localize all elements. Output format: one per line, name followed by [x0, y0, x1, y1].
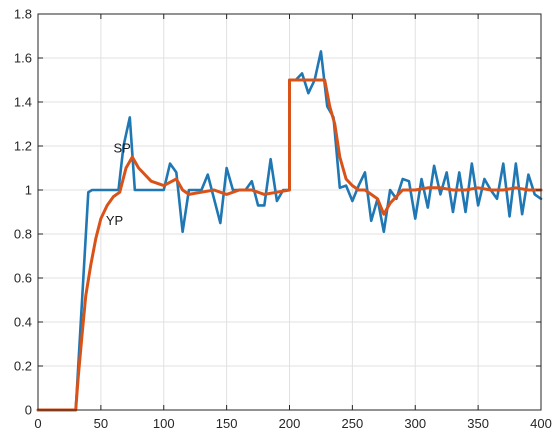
series-line-2 [36, 78, 543, 412]
annotation-label: YP [106, 213, 123, 228]
y-tick-label: 1.4 [14, 95, 32, 110]
y-tick-label: 1.8 [14, 7, 32, 22]
x-tick-label: 200 [279, 416, 301, 431]
x-tick-label: 100 [153, 416, 175, 431]
y-tick-label: 0.6 [14, 271, 32, 286]
y-tick-label: 1 [25, 183, 32, 198]
x-tick-label: 250 [342, 416, 364, 431]
x-tick-label: 400 [530, 416, 552, 431]
x-tick-label: 300 [404, 416, 426, 431]
x-tick-label: 350 [467, 416, 489, 431]
series-layer [36, 50, 543, 412]
x-tick-label: 150 [216, 416, 238, 431]
annotations: SP YP [106, 141, 131, 229]
y-tick-label: 0.4 [14, 315, 32, 330]
x-tick-label: 50 [94, 416, 108, 431]
ticks: 0 50 100 150 200 250 300 350 400 0 0.2 0.4 0.6 0.8 1 1.… [14, 7, 552, 432]
y-tick-label: 1.2 [14, 139, 32, 154]
y-tick-label: 0.2 [14, 359, 32, 374]
series-line-1 [36, 50, 543, 412]
y-tick-label: 0 [25, 403, 32, 418]
x-tick-label: 0 [34, 416, 41, 431]
y-tick-label: 1.6 [14, 51, 32, 66]
annotation-label: SP [113, 141, 130, 156]
y-tick-label: 0.8 [14, 227, 32, 242]
